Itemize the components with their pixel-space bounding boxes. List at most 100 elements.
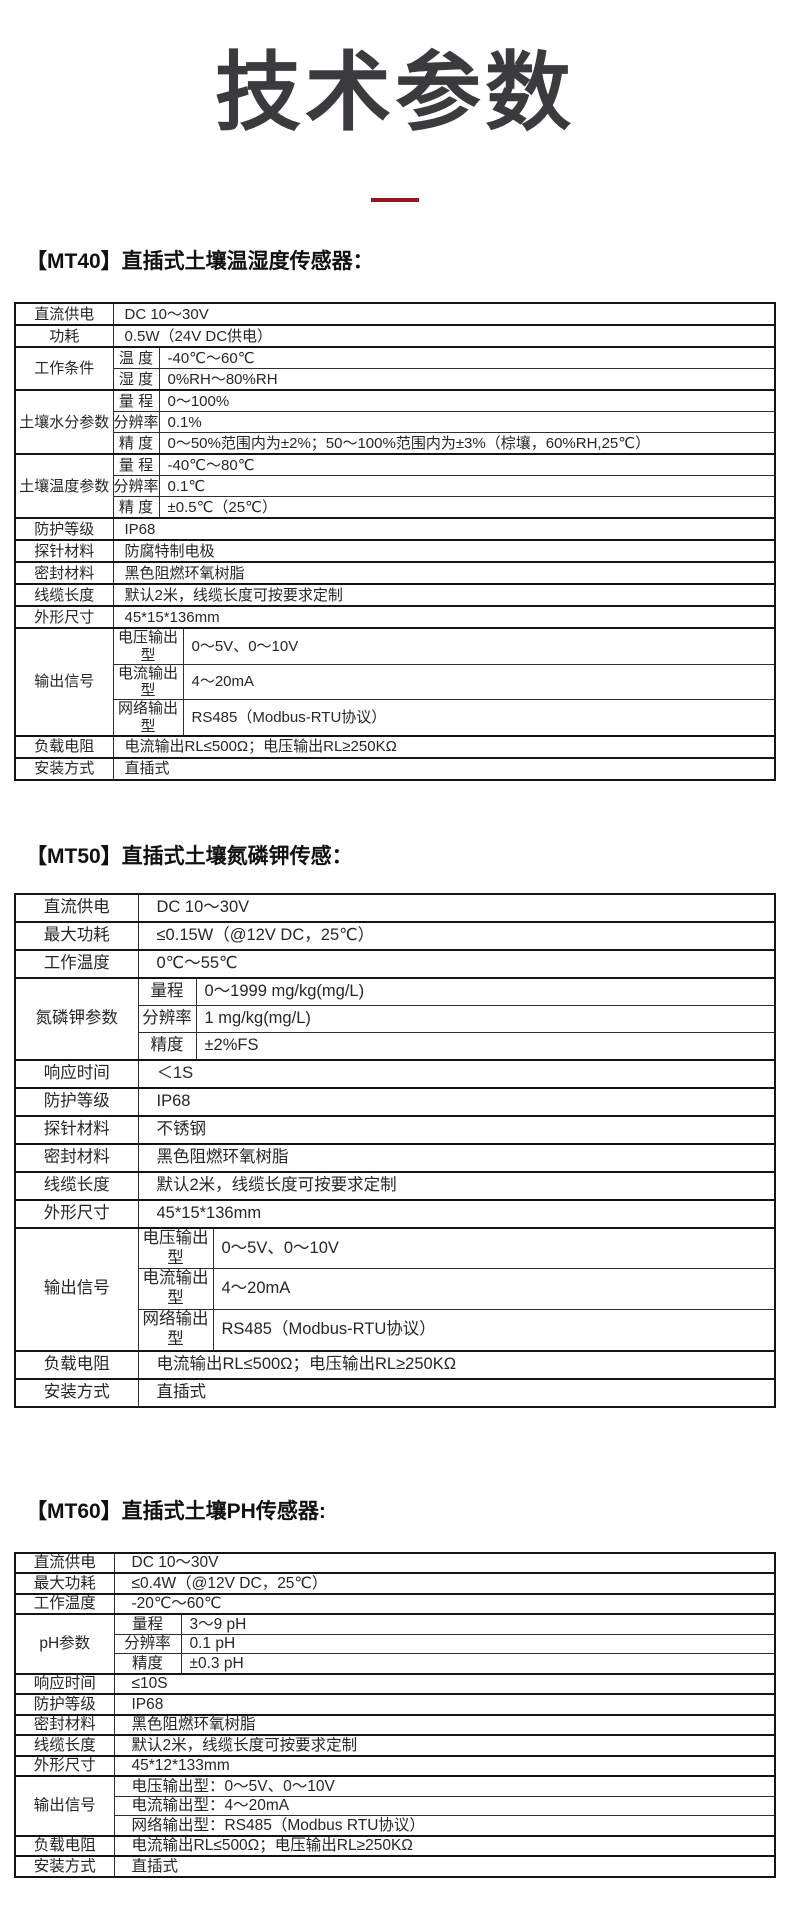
- spec-label: 直流供电: [14, 892, 139, 923]
- table-row: 响应时间 ≤10S: [14, 1672, 776, 1695]
- table-row: 工作温度 -20℃～60℃: [14, 1592, 776, 1615]
- table-row: 土壤水分参数量 程 0～100%: [14, 389, 776, 455]
- spec-value: 0%RH～80%RH: [167, 370, 278, 388]
- spec-value: 电流输出型：4～20mA: [113, 1795, 776, 1817]
- page-title: 技术参数: [215, 45, 575, 141]
- spec-value: RS485（Modbus-RTU协议）: [191, 708, 387, 726]
- table-row: 响应时间 ＜1S: [14, 1058, 776, 1089]
- spec-sub-row: 精 度 0～50%范围内为±2%；50～100%范围内为±3%（棕壤，60%RH,…: [114, 433, 774, 454]
- table-row: 输出信号 电压输出型 0～5V、0～10V: [14, 627, 776, 737]
- spec-content-cell: 湿 度 0%RH～80%RH: [112, 368, 776, 391]
- sections-container: 【MT40】直插式土壤温湿度传感器： 直流供电 DC 10～30V 功耗 0.5W（24…: [0, 248, 790, 1878]
- sensor-section: 【MT60】直插式土壤PH传感器: 直流供电 DC 10～30V 最大功耗 ≤0.4W（…: [0, 1498, 790, 1878]
- spec-value: ±0.5℃（25℃）: [167, 498, 277, 516]
- spec-sub-row: 湿 度 0%RH～80%RH: [114, 369, 774, 390]
- spec-label: 工作温度: [14, 948, 139, 979]
- spec-value: -20℃～60℃: [113, 1592, 776, 1615]
- table-row: 湿 度 0%RH～80%RH: [15, 368, 776, 391]
- spec-table: 直流供电 DC 10～30V 功耗 0.5W（24V DC供电） 工作条件温 度 -40℃…: [14, 302, 776, 781]
- spec-content-cell: 精 度 ±0.5℃（25℃）: [112, 496, 776, 519]
- spec-content-cell: 量 程 0～100%: [112, 389, 776, 413]
- spec-sub-label: 精度: [139, 1033, 197, 1059]
- spec-value: 网络输出型：RS485（Modbus RTU协议）: [113, 1815, 776, 1837]
- table-row: 安装方式 直插式: [14, 756, 776, 781]
- table-row: 探针材料 防腐特制电极: [14, 539, 776, 563]
- spec-label: 外形尺寸: [14, 1198, 139, 1229]
- spec-label: 功耗: [14, 324, 114, 348]
- spec-value: 黑色阻燃环氧树脂: [113, 1713, 776, 1736]
- spec-label: 氮磷钾参数: [14, 976, 139, 1061]
- sensor-section: 【MT40】直插式土壤温湿度传感器： 直流供电 DC 10～30V 功耗 0.5W（24…: [0, 248, 790, 781]
- spec-value: 45*12*133mm: [113, 1754, 776, 1777]
- spec-label: 密封材料: [14, 561, 114, 585]
- spec-value: -40℃～60℃: [167, 349, 255, 367]
- table-row: 土壤温度参数量 程 -40℃～80℃: [14, 453, 776, 519]
- spec-value: ±2%FS: [204, 1035, 259, 1054]
- spec-sub-label: 网络输出型: [114, 700, 184, 735]
- table-row: 线缆长度 默认2米，线缆长度可按要求定制: [14, 1170, 776, 1201]
- spec-label: 防护等级: [14, 1086, 139, 1117]
- table-row: 最大功耗 ≤0.15W（@12V DC，25℃）: [14, 920, 776, 951]
- spec-content-cell: 网络输出型 RS485（Modbus-RTU协议）: [137, 1308, 776, 1352]
- spec-value: 0～1999 mg/kg(mg/L): [204, 981, 365, 1000]
- spec-value: 黑色阻燃环氧树脂: [112, 561, 776, 585]
- spec-label: 直流供电: [14, 302, 114, 326]
- spec-sub-label: 网络输出型: [139, 1310, 214, 1350]
- table-row: 探针材料 不锈钢: [14, 1114, 776, 1145]
- spec-sub-row: 电压输出型 0～5V、0～10V: [114, 630, 774, 664]
- spec-sub-label: 分辨率: [113, 412, 160, 432]
- table-row: 直流供电 DC 10～30V: [14, 302, 776, 326]
- spec-content-cell: 量 程 -40℃～80℃: [112, 453, 776, 477]
- spec-value: 防腐特制电极: [112, 539, 776, 563]
- spec-sub-label: 电流输出型: [114, 665, 184, 699]
- spec-value: 3～9 pH: [189, 1615, 247, 1633]
- spec-label: 安装方式: [14, 1377, 139, 1408]
- spec-content-cell: 精 度 0～50%范围内为±2%；50～100%范围内为±3%（棕壤，60%RH,…: [112, 432, 776, 455]
- spec-value: RS485（Modbus-RTU协议）: [221, 1319, 436, 1338]
- spec-sub-row: 温 度 -40℃～60℃: [114, 349, 774, 368]
- table-row: 电流输出型 4～20mA: [15, 663, 776, 701]
- spec-sub-row: 网络输出型 RS485（Modbus-RTU协议）: [139, 1310, 774, 1350]
- table-row: 工作条件温 度 -40℃～60℃: [14, 346, 776, 391]
- table-row: 精 度 ±0.5℃（25℃）: [15, 496, 776, 519]
- spec-label: 最大功耗: [14, 1572, 115, 1595]
- spec-value: 直插式: [113, 1855, 776, 1878]
- spec-value: DC 10～30V: [137, 892, 776, 923]
- spec-sub-label: 电压输出型: [139, 1229, 214, 1268]
- spec-label: 最大功耗: [14, 920, 139, 951]
- spec-sub-label: 精度: [115, 1654, 182, 1673]
- table-row: 输出信号 电压输出型：0～5V、0～10V: [14, 1775, 776, 1837]
- spec-value: 直插式: [112, 756, 776, 781]
- spec-value: 0～50%范围内为±2%；50～100%范围内为±3%（棕壤，60%RH,25℃…: [167, 434, 651, 452]
- spec-content-cell: 电流输出型 4～20mA: [137, 1268, 776, 1310]
- table-row: 最大功耗 ≤0.4W（@12V DC，25℃）: [14, 1572, 776, 1595]
- table-row: 分辨率 0.1 pH: [15, 1633, 776, 1655]
- spec-label: 外形尺寸: [14, 1754, 115, 1777]
- table-row: 输出信号 电压输出型 0～5V、0～10V: [14, 1226, 776, 1352]
- spec-label: 工作温度: [14, 1592, 115, 1615]
- spec-sub-label: 量 程: [114, 456, 160, 475]
- spec-sub-row: 量 程 -40℃～80℃: [114, 456, 774, 475]
- table-row: 精 度 0～50%范围内为±2%；50～100%范围内为±3%（棕壤，60%RH,…: [15, 432, 776, 455]
- spec-value: 默认2米，线缆长度可按要求定制: [112, 583, 776, 607]
- table-row: 网络输出型 RS485（Modbus-RTU协议）: [15, 1308, 776, 1352]
- spec-sub-label: 量程: [115, 1616, 182, 1634]
- table-row: 防护等级 IP68: [14, 1086, 776, 1117]
- spec-value: 0～100%: [167, 392, 230, 410]
- spec-sub-label: 电压输出型: [114, 630, 184, 664]
- table-row: 直流供电 DC 10～30V: [14, 1551, 776, 1574]
- spec-value: 电流输出RL≤500Ω；电压输出RL≥250KΩ: [113, 1834, 776, 1857]
- spec-label: 响应时间: [14, 1672, 115, 1695]
- spec-sub-label: 电流输出型: [139, 1269, 214, 1309]
- spec-value: ≤0.4W（@12V DC，25℃）: [113, 1572, 776, 1595]
- spec-label: 负载电阻: [14, 734, 114, 759]
- spec-content-cell: 网络输出型 RS485（Modbus-RTU协议）: [112, 699, 776, 737]
- spec-value: IP68: [113, 1693, 776, 1716]
- spec-sub-row: 量 程 0～100%: [114, 392, 774, 411]
- table-row: 分辨率 0.1%: [15, 411, 776, 434]
- title-underline-divider: [371, 198, 419, 203]
- spec-value: 0～5V、0～10V: [191, 637, 299, 655]
- spec-value: 0.1℃: [167, 477, 206, 495]
- spec-label: 外形尺寸: [14, 605, 114, 629]
- spec-content-cell: 分辨率 0.1 pH: [113, 1633, 776, 1655]
